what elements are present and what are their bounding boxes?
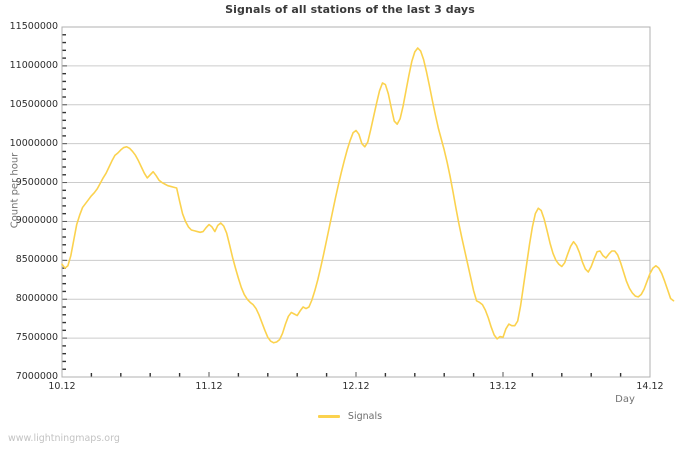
plot-frame bbox=[61, 26, 651, 378]
chart-legend: Signals bbox=[0, 411, 700, 422]
gridlines bbox=[62, 26, 650, 339]
y-tick-label: 7000000 bbox=[15, 371, 58, 382]
x-tick-label: 13.12 bbox=[489, 381, 517, 392]
x-tick-label: 14.12 bbox=[636, 381, 664, 392]
y-tick-label: 10000000 bbox=[9, 137, 58, 149]
x-tick-label: 11.12 bbox=[195, 381, 223, 392]
y-axis-title: Count per hour bbox=[9, 152, 21, 229]
legend-label-signals: Signals bbox=[347, 411, 383, 422]
axis-tick-marks bbox=[61, 26, 651, 378]
x-tick-label: 10.12 bbox=[48, 381, 76, 392]
x-axis-title: Day bbox=[615, 394, 635, 405]
y-tick-label: 11000000 bbox=[9, 59, 58, 71]
y-tick-label: 10500000 bbox=[9, 98, 58, 110]
y-tick-label: 9000000 bbox=[15, 215, 58, 227]
chart-title: Signals of all stations of the last 3 da… bbox=[225, 3, 475, 16]
y-tick-label: 8000000 bbox=[15, 293, 58, 305]
x-tick-label: 12.12 bbox=[342, 381, 370, 392]
y-tick-label: 11500000 bbox=[9, 21, 58, 32]
footer-url: www.lightningmaps.org bbox=[8, 433, 120, 444]
y-tick-label: 9500000 bbox=[15, 176, 58, 188]
series-line-signals bbox=[61, 47, 675, 344]
y-tick-label: 7500000 bbox=[15, 332, 58, 344]
legend-swatch-signals bbox=[317, 415, 340, 418]
y-tick-label: 8500000 bbox=[15, 254, 58, 266]
